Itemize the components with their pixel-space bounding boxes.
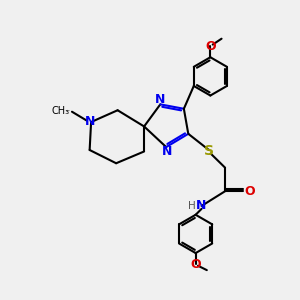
Text: N: N xyxy=(196,200,207,212)
Text: H: H xyxy=(188,201,196,211)
Text: O: O xyxy=(205,40,216,52)
Text: CH₃: CH₃ xyxy=(52,106,70,116)
Text: N: N xyxy=(162,145,172,158)
Text: N: N xyxy=(85,115,95,128)
Text: S: S xyxy=(204,145,214,158)
Text: O: O xyxy=(245,185,255,198)
Text: O: O xyxy=(190,258,201,271)
Text: methyl: methyl xyxy=(66,109,71,110)
Text: N: N xyxy=(154,93,165,106)
